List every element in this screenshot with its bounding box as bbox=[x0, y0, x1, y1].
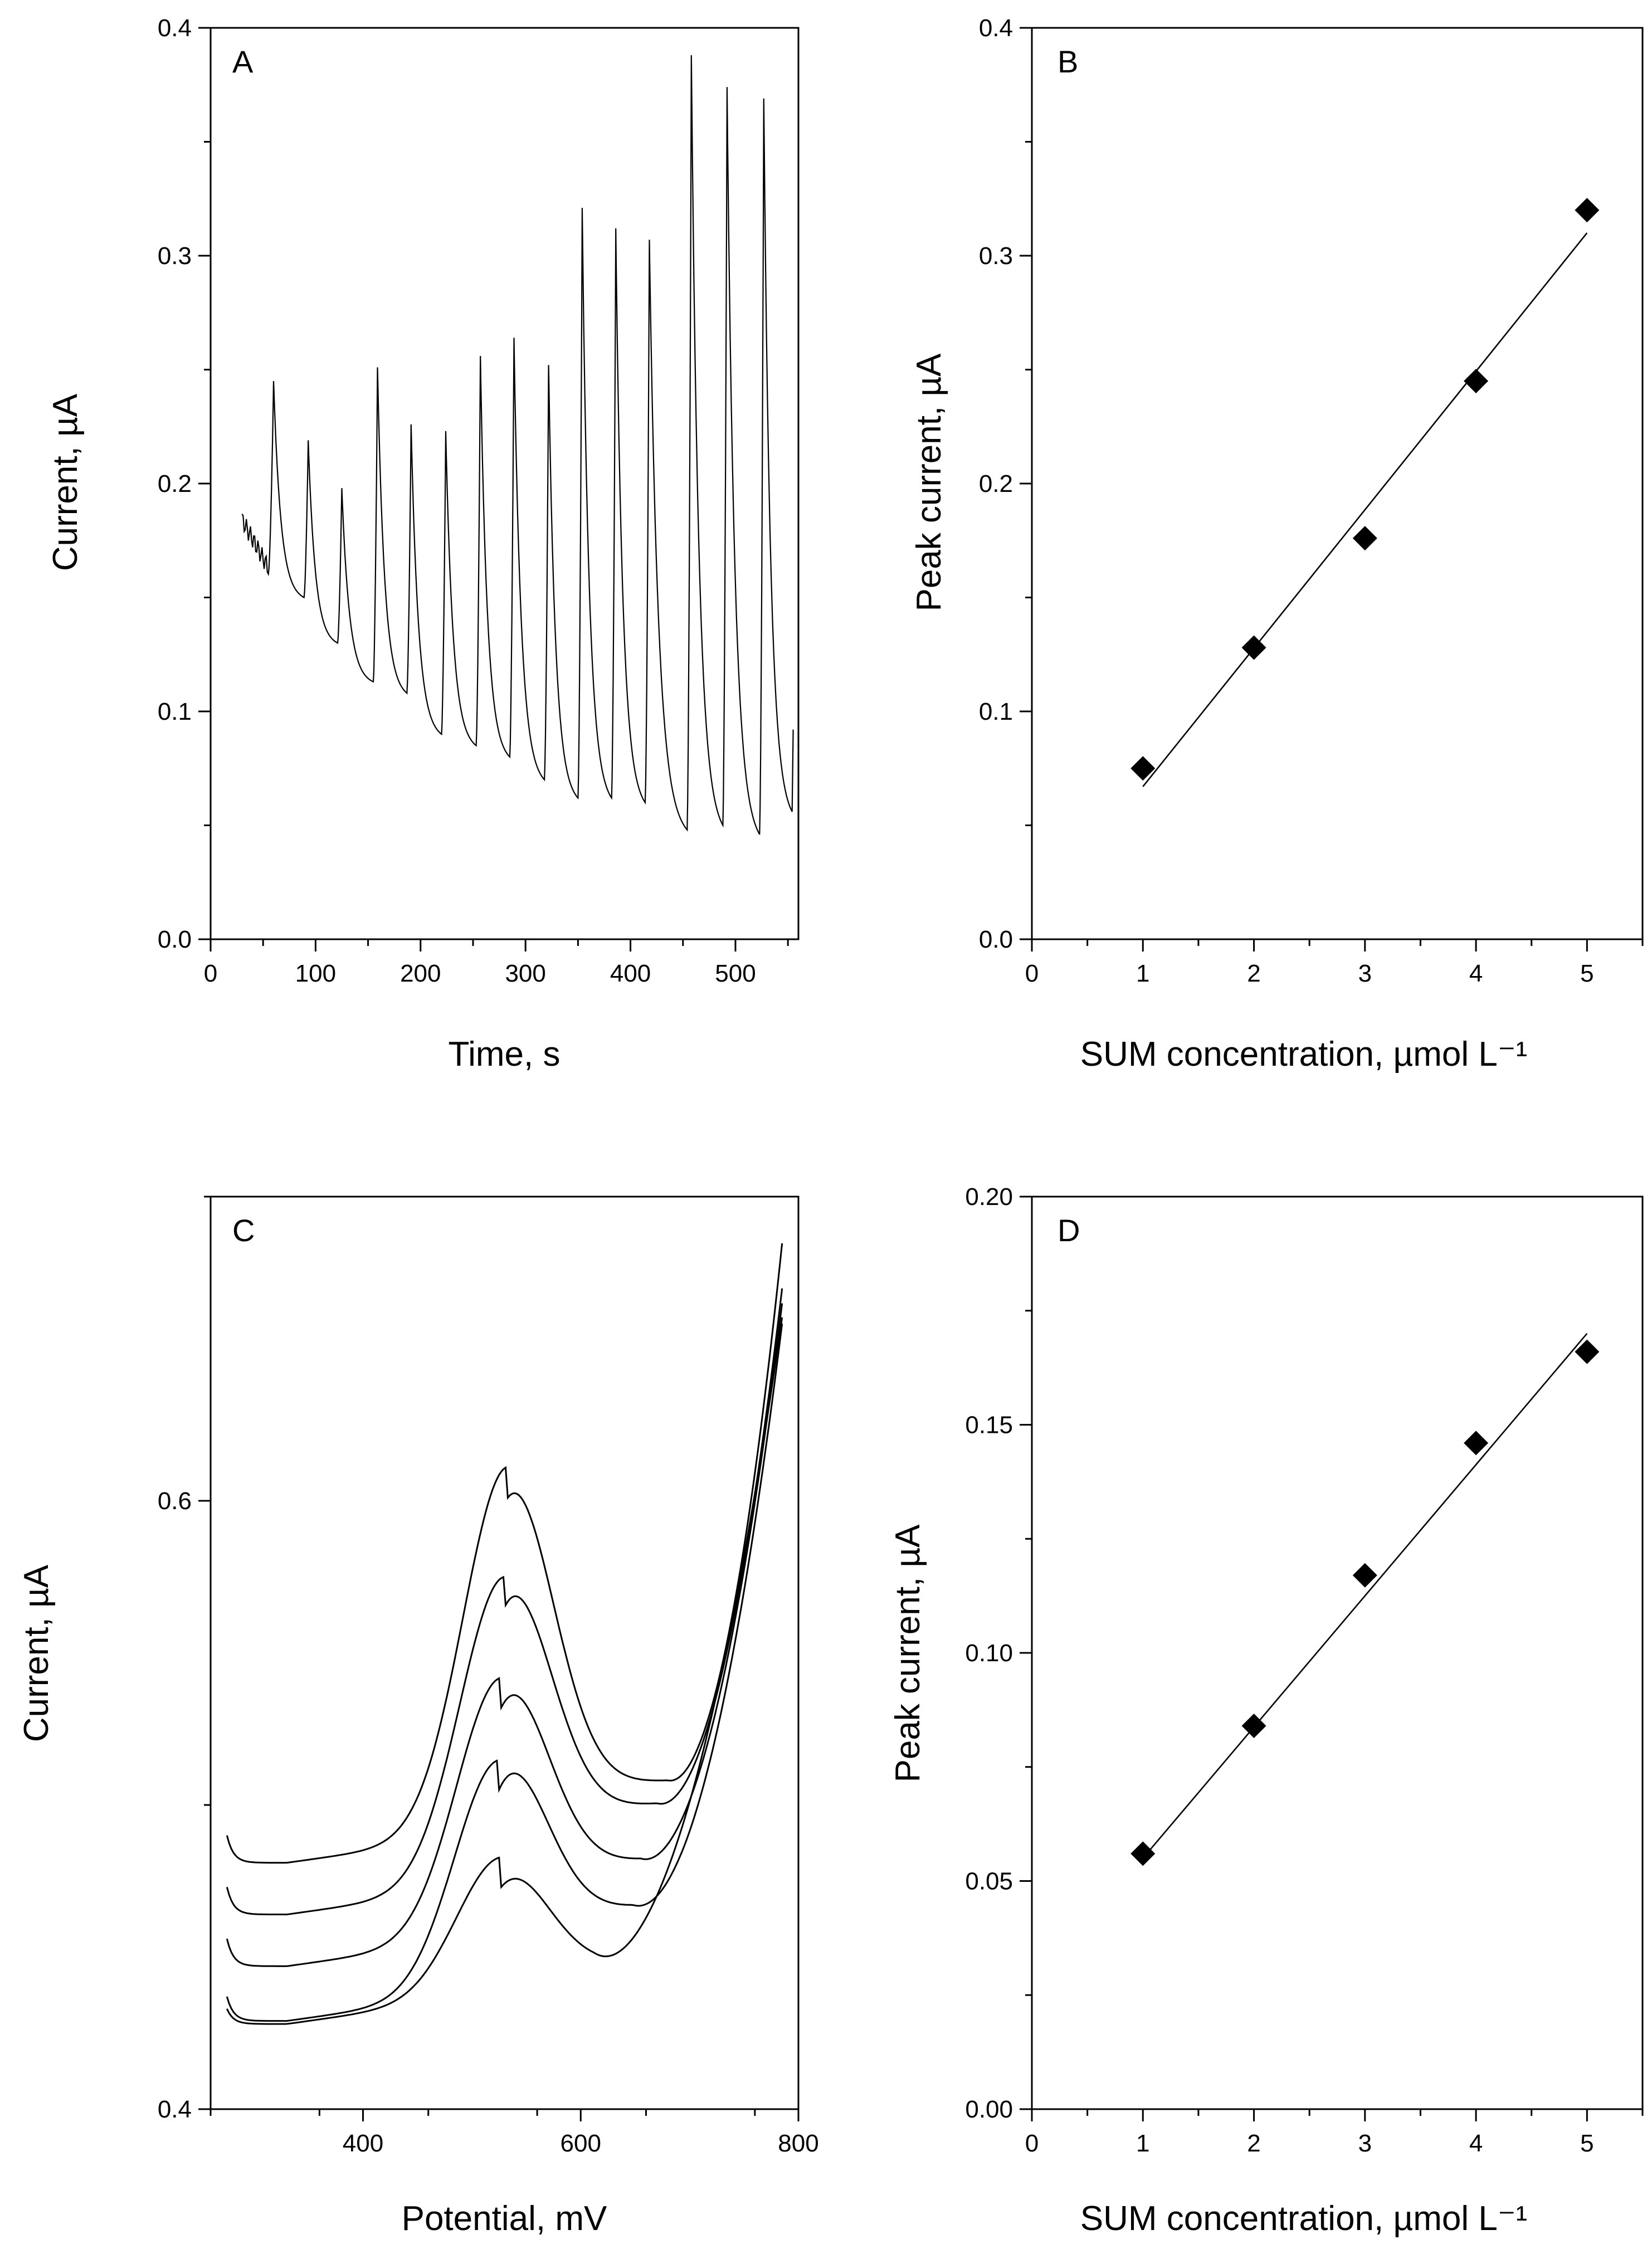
panel-b-data-point bbox=[1130, 756, 1156, 781]
panel-d-x-axis-title: SUM concentration, µmol L⁻¹ bbox=[1080, 2199, 1527, 2238]
panel-c-curve-3 bbox=[226, 1303, 783, 1967]
panel-a-x-tick-label: 100 bbox=[295, 960, 336, 987]
panel-a-y-tick-label: 0.4 bbox=[158, 14, 192, 42]
panel-a-y-tick-label: 0.0 bbox=[158, 926, 192, 953]
panel-a-y-tick-label: 0.1 bbox=[158, 698, 192, 725]
panel-b-data-point bbox=[1464, 368, 1489, 393]
panel-c-y-tick-label: 0.6 bbox=[158, 1487, 192, 1515]
panel-a: A Time, s Current, µA 0 100 200 300 400 500 0.… bbox=[46, 14, 800, 1074]
panel-d-data-point bbox=[1575, 1339, 1600, 1364]
panel-b-x-tick-label: 0 bbox=[1025, 960, 1039, 987]
panel-b-data-point bbox=[1575, 198, 1600, 223]
panel-a-x-axis-title: Time, s bbox=[449, 1035, 561, 1074]
panel-b-x-tick-label: 4 bbox=[1469, 960, 1483, 987]
panel-d-y-axis-title: Peak current, µA bbox=[889, 1524, 927, 1783]
panel-c-y-axis-title: Current, µA bbox=[17, 1564, 56, 1742]
panel-c-curve-5 bbox=[226, 1243, 783, 1864]
panel-c: C Potential, mV Current, µA 400 600 800 0.4… bbox=[17, 1196, 819, 2238]
panel-b-y-axis-title: Peak current, µA bbox=[910, 353, 948, 612]
panel-a-x-tick-label: 300 bbox=[505, 960, 545, 987]
panel-d-x-tick-label: 2 bbox=[1247, 2130, 1260, 2157]
panel-d-x-tick-label: 5 bbox=[1580, 2130, 1593, 2157]
panel-d-x-tick-label: 0 bbox=[1025, 2130, 1039, 2157]
panel-b-y-tick-label: 0.4 bbox=[979, 14, 1013, 42]
panel-d-data-point bbox=[1352, 1563, 1377, 1588]
panel-b-fit-line bbox=[1142, 232, 1588, 787]
panel-a-x-tick-label: 200 bbox=[400, 960, 441, 987]
panel-d-y-tick-label: 0.20 bbox=[965, 1183, 1013, 1211]
panel-a-x-tick-label: 400 bbox=[610, 960, 651, 987]
panel-d-fit-line bbox=[1142, 1333, 1588, 1859]
panel-d-x-tick-label: 4 bbox=[1469, 2130, 1483, 2157]
panel-a-current-trace bbox=[241, 55, 794, 835]
panel-d-data-point bbox=[1130, 1841, 1156, 1866]
panel-a-y-tick-label: 0.2 bbox=[158, 470, 192, 497]
panel-c-x-axis-title: Potential, mV bbox=[402, 2199, 607, 2238]
panel-d-y-tick-label: 0.00 bbox=[965, 2096, 1013, 2123]
panel-d-data-point bbox=[1464, 1431, 1489, 1456]
panel-d: D SUM concentration, µmol L⁻¹ Peak curre… bbox=[889, 1183, 1644, 2238]
panel-c-curve-2 bbox=[226, 1323, 783, 2022]
panel-b-data-point bbox=[1352, 526, 1377, 551]
panel-b-x-tick-label: 5 bbox=[1580, 960, 1593, 987]
panel-b-y-tick-label: 0.2 bbox=[979, 470, 1013, 497]
panel-b-x-tick-label: 3 bbox=[1358, 960, 1372, 987]
panel-c-x-tick-label: 400 bbox=[343, 2130, 383, 2157]
panel-c-curve-4 bbox=[226, 1288, 783, 1916]
panel-a-label: A bbox=[232, 44, 254, 79]
panel-b-label: B bbox=[1058, 44, 1078, 79]
panel-b: B SUM concentration, µmol L⁻¹ Peak curre… bbox=[910, 14, 1644, 1074]
panel-a-x-tick-label: 500 bbox=[715, 960, 756, 987]
panel-b-y-tick-label: 0.0 bbox=[979, 926, 1013, 953]
panel-c-frame bbox=[209, 1196, 800, 2110]
panel-a-x-tick-label: 0 bbox=[204, 960, 217, 987]
panel-b-y-tick-label: 0.3 bbox=[979, 242, 1013, 270]
panel-c-x-tick-label: 800 bbox=[778, 2130, 818, 2157]
panel-d-y-tick-label: 0.05 bbox=[965, 1868, 1013, 1895]
panel-c-x-tick-label: 600 bbox=[561, 2130, 601, 2157]
panel-a-y-tick-label: 0.3 bbox=[158, 242, 192, 270]
panel-c-label: C bbox=[232, 1213, 255, 1248]
panel-d-y-tick-label: 0.10 bbox=[965, 1640, 1013, 1667]
panel-d-x-tick-label: 3 bbox=[1358, 2130, 1372, 2157]
panel-a-y-axis-title: Current, µA bbox=[46, 393, 85, 571]
panel-d-label: D bbox=[1058, 1213, 1080, 1248]
panel-b-x-tick-label: 1 bbox=[1136, 960, 1149, 987]
panel-d-x-tick-label: 1 bbox=[1136, 2130, 1149, 2157]
panel-c-y-tick-label: 0.4 bbox=[158, 2096, 192, 2123]
panel-d-data-point bbox=[1241, 1714, 1266, 1739]
panel-d-y-tick-label: 0.15 bbox=[965, 1412, 1013, 1439]
panel-b-x-axis-title: SUM concentration, µmol L⁻¹ bbox=[1080, 1035, 1527, 1074]
panel-b-y-tick-label: 0.1 bbox=[979, 698, 1013, 725]
panel-b-data-point bbox=[1241, 635, 1266, 660]
panel-b-x-tick-label: 2 bbox=[1247, 960, 1260, 987]
